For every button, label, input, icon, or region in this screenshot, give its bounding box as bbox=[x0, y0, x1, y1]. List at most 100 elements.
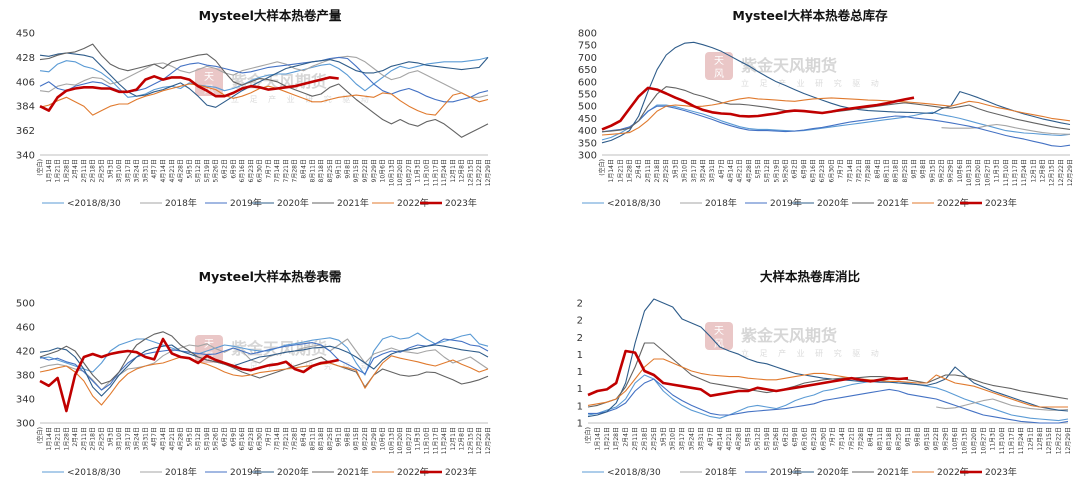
x-tick-label: 3月10日 bbox=[116, 159, 123, 182]
series-line bbox=[39, 43, 489, 138]
x-tick-label: 3月17日 bbox=[125, 427, 132, 450]
y-tick-label: 428 bbox=[16, 53, 35, 64]
x-tick-label: 10月13日 bbox=[388, 159, 395, 186]
x-tick-label: 12月22日 bbox=[1056, 427, 1063, 454]
legend-label: 2020年 bbox=[817, 466, 849, 478]
x-tick-label: 6月30日 bbox=[820, 427, 827, 450]
x-tick-label: 6月9日 bbox=[230, 159, 237, 179]
x-tick-label: 4月14日 bbox=[717, 427, 724, 450]
x-tick-label: 7月7日 bbox=[838, 159, 845, 179]
y-tick-label: 800 bbox=[578, 29, 597, 40]
legend-label: 2018年 bbox=[705, 466, 737, 478]
watermark-seal-char: 天 bbox=[714, 326, 724, 337]
x-tick-label: 6月2日 bbox=[221, 159, 228, 179]
x-tick-label: 4月14日 bbox=[160, 159, 167, 182]
x-tick-label: 3月31日 bbox=[142, 159, 149, 182]
x-tick-label: 7月28日 bbox=[858, 427, 865, 450]
x-tick-label: 5月5日 bbox=[186, 427, 193, 447]
y-tick-label: 650 bbox=[578, 65, 597, 76]
x-tick-label: 3月31日 bbox=[709, 159, 716, 182]
chart-title: Mysteel大样本热卷产量 bbox=[199, 8, 342, 23]
legend-label: 2019年 bbox=[770, 197, 802, 209]
x-tick-label: 6月9日 bbox=[801, 159, 808, 179]
x-tick-label: 5月5日 bbox=[745, 427, 752, 447]
y-tick-label: 600 bbox=[578, 77, 597, 88]
x-tick-label: 4月21日 bbox=[737, 159, 744, 182]
y-tick-label: 500 bbox=[16, 299, 35, 310]
x-tick-label: 7月14日 bbox=[274, 427, 281, 450]
watermark-seal-char: 风 bbox=[714, 68, 724, 80]
x-tick-label: 4月21日 bbox=[726, 427, 733, 450]
x-tick-label: 7月7日 bbox=[265, 159, 272, 179]
x-tick-label: 1月21日 bbox=[617, 159, 624, 182]
x-tick-label: 10月6日 bbox=[380, 159, 387, 182]
watermark-slogan: 立 足 产 业 研 究 驱 动 bbox=[231, 94, 373, 104]
x-tick-label: 4月14日 bbox=[727, 159, 734, 182]
x-tick-label: 1月28日 bbox=[613, 427, 620, 450]
x-tick-label: 12月8日 bbox=[1037, 427, 1044, 450]
series-line bbox=[39, 55, 489, 98]
x-tick-label: 2月11日 bbox=[81, 427, 88, 450]
x-tick-label: 3月3日 bbox=[672, 159, 679, 179]
y-tick-label: 1 bbox=[577, 367, 583, 378]
x-tick-label: 4月7日 bbox=[151, 159, 158, 179]
series-line bbox=[587, 349, 909, 398]
x-tick-label: 7月14日 bbox=[274, 159, 281, 182]
x-tick-label: 3月3日 bbox=[107, 427, 114, 447]
legend-label: 2023年 bbox=[985, 197, 1017, 209]
x-tick-label: 7月21日 bbox=[283, 159, 290, 182]
x-tick-label: 2月4日 bbox=[636, 159, 643, 179]
series-line bbox=[587, 374, 1069, 422]
x-tick-label: 3月24日 bbox=[134, 427, 141, 450]
legend-label: 2019年 bbox=[230, 466, 262, 478]
x-tick-label: 8月4日 bbox=[874, 159, 881, 179]
x-tick-label: (空白) bbox=[598, 159, 606, 176]
legend: <2018/8/30 2018年 2019年 2020年 2021年 2022年 2023年 bbox=[42, 197, 477, 209]
y-tick-label: 300 bbox=[16, 419, 35, 430]
x-tick-label: 10月27日 bbox=[406, 159, 413, 186]
watermark-seal-char: 天 bbox=[204, 72, 214, 83]
x-tick-label: 12月1日 bbox=[1030, 159, 1037, 182]
x-tick-label: 8月25日 bbox=[896, 427, 903, 450]
x-tick-label: 3月17日 bbox=[679, 427, 686, 450]
x-tick-label: 1月21日 bbox=[55, 427, 62, 450]
x-tick-label: 6月16日 bbox=[810, 159, 817, 182]
legend-label: 2019年 bbox=[770, 466, 802, 478]
y-tick-label: 550 bbox=[578, 90, 597, 101]
x-tick-label: 5月12日 bbox=[195, 427, 202, 450]
watermark-slogan: 立 足 产 业 研 究 驱 动 bbox=[741, 78, 883, 88]
x-tick-label: 5月12日 bbox=[195, 159, 202, 182]
chart-panel-demand: Mysteel大样本热卷表需天风紫金天风期货立 足 产 业 研 究 驱 动 300… bbox=[0, 245, 540, 490]
x-tick-label: 2月4日 bbox=[72, 159, 79, 179]
x-tick-label: 12月15日 bbox=[467, 427, 474, 454]
x-tick-label: 8月11日 bbox=[309, 427, 316, 450]
series-line bbox=[601, 41, 1071, 144]
watermark-seal-char: 风 bbox=[714, 338, 724, 350]
x-tick-label: 11月24日 bbox=[441, 427, 448, 454]
legend-label: 2021年 bbox=[337, 197, 369, 209]
legend-label: 2020年 bbox=[277, 466, 309, 478]
x-tick-label: 3月3日 bbox=[107, 159, 114, 179]
x-tick-label: 3月10日 bbox=[116, 427, 123, 450]
watermark-slogan: 立 足 产 业 研 究 驱 动 bbox=[231, 361, 373, 371]
x-tick-label: 6月2日 bbox=[792, 159, 799, 179]
legend-label: 2018年 bbox=[165, 197, 197, 209]
x-tick-label: 9月29日 bbox=[943, 427, 950, 450]
x-tick-label: 12月22日 bbox=[476, 427, 483, 454]
legend-label: 2023年 bbox=[985, 466, 1017, 478]
y-tick-label: 2 bbox=[577, 333, 583, 344]
x-tick-label: 2月25日 bbox=[98, 427, 105, 450]
x-tick-label: 11月10日 bbox=[999, 427, 1006, 454]
x-tick-label: 1月28日 bbox=[627, 159, 634, 182]
x-tick-label: 8月18日 bbox=[893, 159, 900, 182]
x-tick-label: 12月8日 bbox=[459, 427, 466, 450]
x-tick-label: 12月1日 bbox=[450, 159, 457, 182]
y-tick-label: 406 bbox=[16, 77, 35, 88]
x-tick-label: 1月14日 bbox=[594, 427, 601, 450]
x-tick-label: 7月21日 bbox=[849, 427, 856, 450]
x-tick-label: 7月7日 bbox=[265, 427, 272, 447]
x-tick-label: 7月14日 bbox=[847, 159, 854, 182]
series-line bbox=[588, 378, 1069, 424]
